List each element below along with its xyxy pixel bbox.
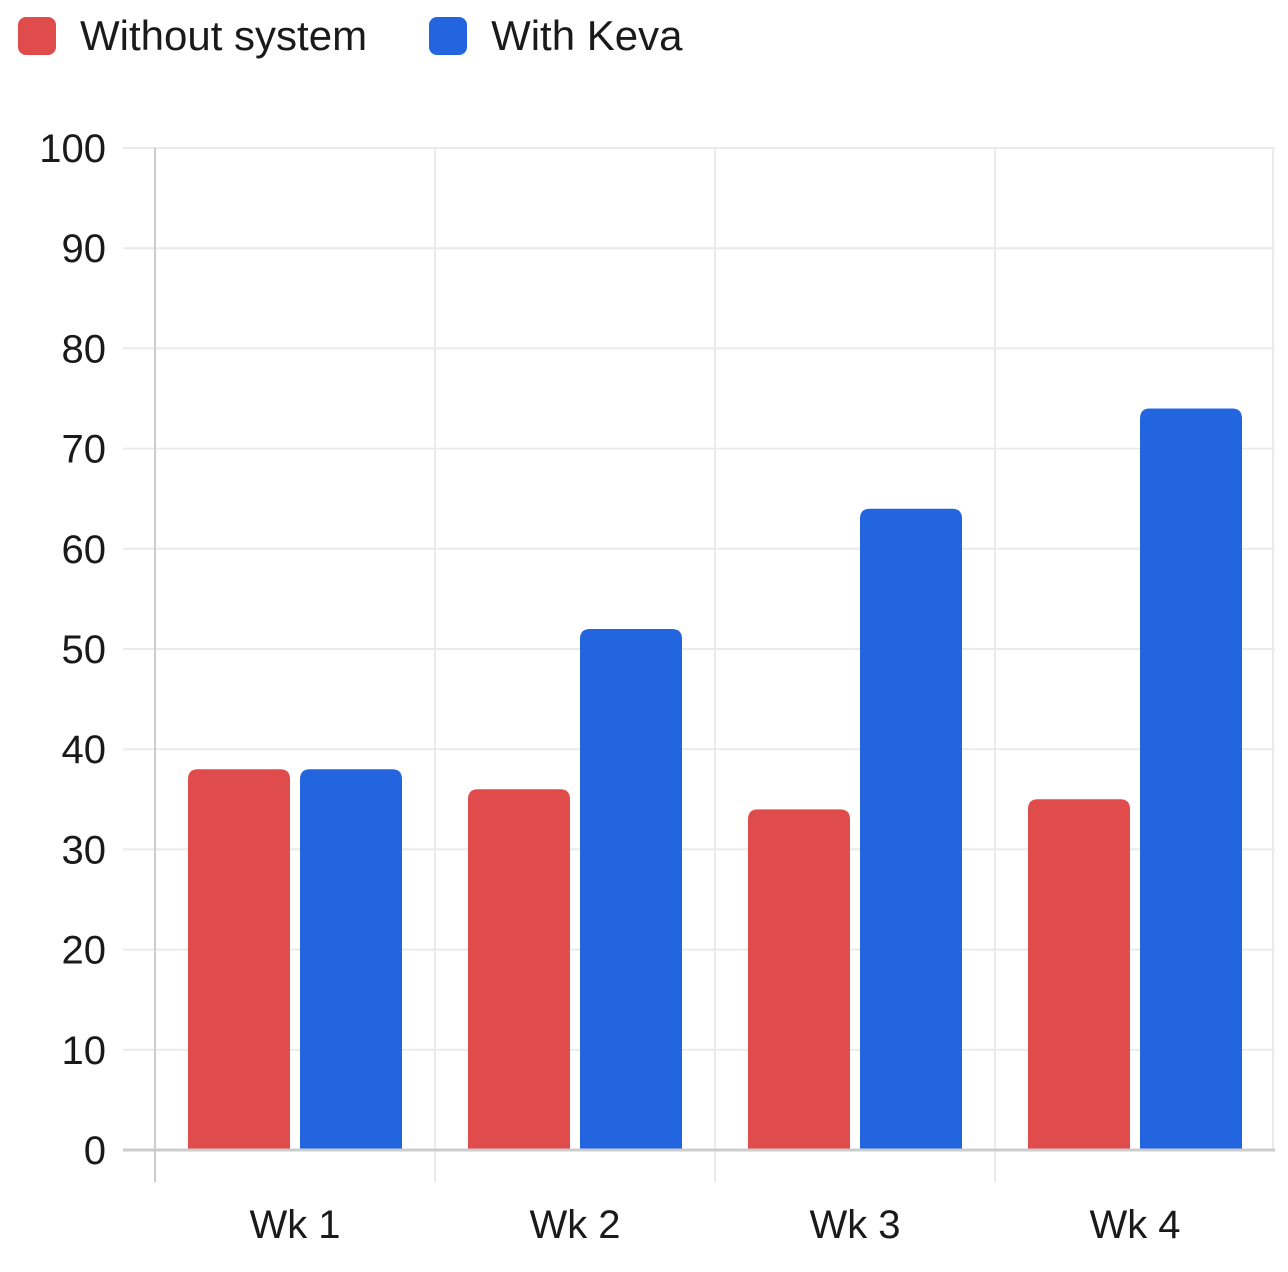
y-tick-label-60: 60 — [62, 528, 107, 572]
y-tick-label-50: 50 — [62, 628, 107, 672]
y-tick-label-70: 70 — [62, 428, 107, 472]
x-tick-label-wk-3: Wk 3 — [809, 1203, 900, 1247]
y-tick-label-20: 20 — [62, 929, 107, 973]
bar-without-system-wk-3 — [748, 809, 850, 1150]
axes — [123, 148, 1275, 1182]
bar-with-keva-wk-2 — [580, 628, 682, 1150]
y-tick-label-10: 10 — [62, 1029, 107, 1073]
legend-item-without-system: Without system — [18, 12, 367, 60]
y-tick-label-30: 30 — [62, 828, 107, 872]
x-tick-label-wk-4: Wk 4 — [1089, 1203, 1180, 1247]
legend-label-without-system: Without system — [80, 12, 368, 59]
y-tick-label-0: 0 — [84, 1129, 106, 1173]
bar-with-keva-wk-4 — [1140, 408, 1242, 1150]
legend-item-with-keva: With Keva — [429, 12, 682, 60]
y-tick-label-100: 100 — [39, 127, 106, 171]
y-tick-label-40: 40 — [62, 728, 107, 772]
bar-without-system-wk-2 — [468, 789, 570, 1150]
bars — [188, 408, 1242, 1151]
legend-label-with-keva: With Keva — [491, 12, 683, 59]
bar-without-system-wk-1 — [188, 769, 290, 1150]
x-tick-label-wk-1: Wk 1 — [249, 1203, 340, 1247]
bar-without-system-wk-4 — [1028, 799, 1130, 1150]
bar-with-keva-wk-1 — [300, 769, 402, 1150]
y-tick-label-90: 90 — [62, 227, 107, 271]
legend: Without system With Keva — [18, 12, 682, 60]
x-tick-label-wk-2: Wk 2 — [529, 1203, 620, 1247]
y-tick-label-80: 80 — [62, 327, 107, 371]
legend-swatch-without-system — [18, 17, 56, 55]
bar-with-keva-wk-3 — [860, 508, 962, 1151]
legend-swatch-with-keva — [429, 17, 468, 55]
tick-labels: 0 10 20 30 40 50 60 70 80 90 100 Wk 1 Wk 2 Wk 3 Wk 4 — [39, 127, 1180, 1247]
